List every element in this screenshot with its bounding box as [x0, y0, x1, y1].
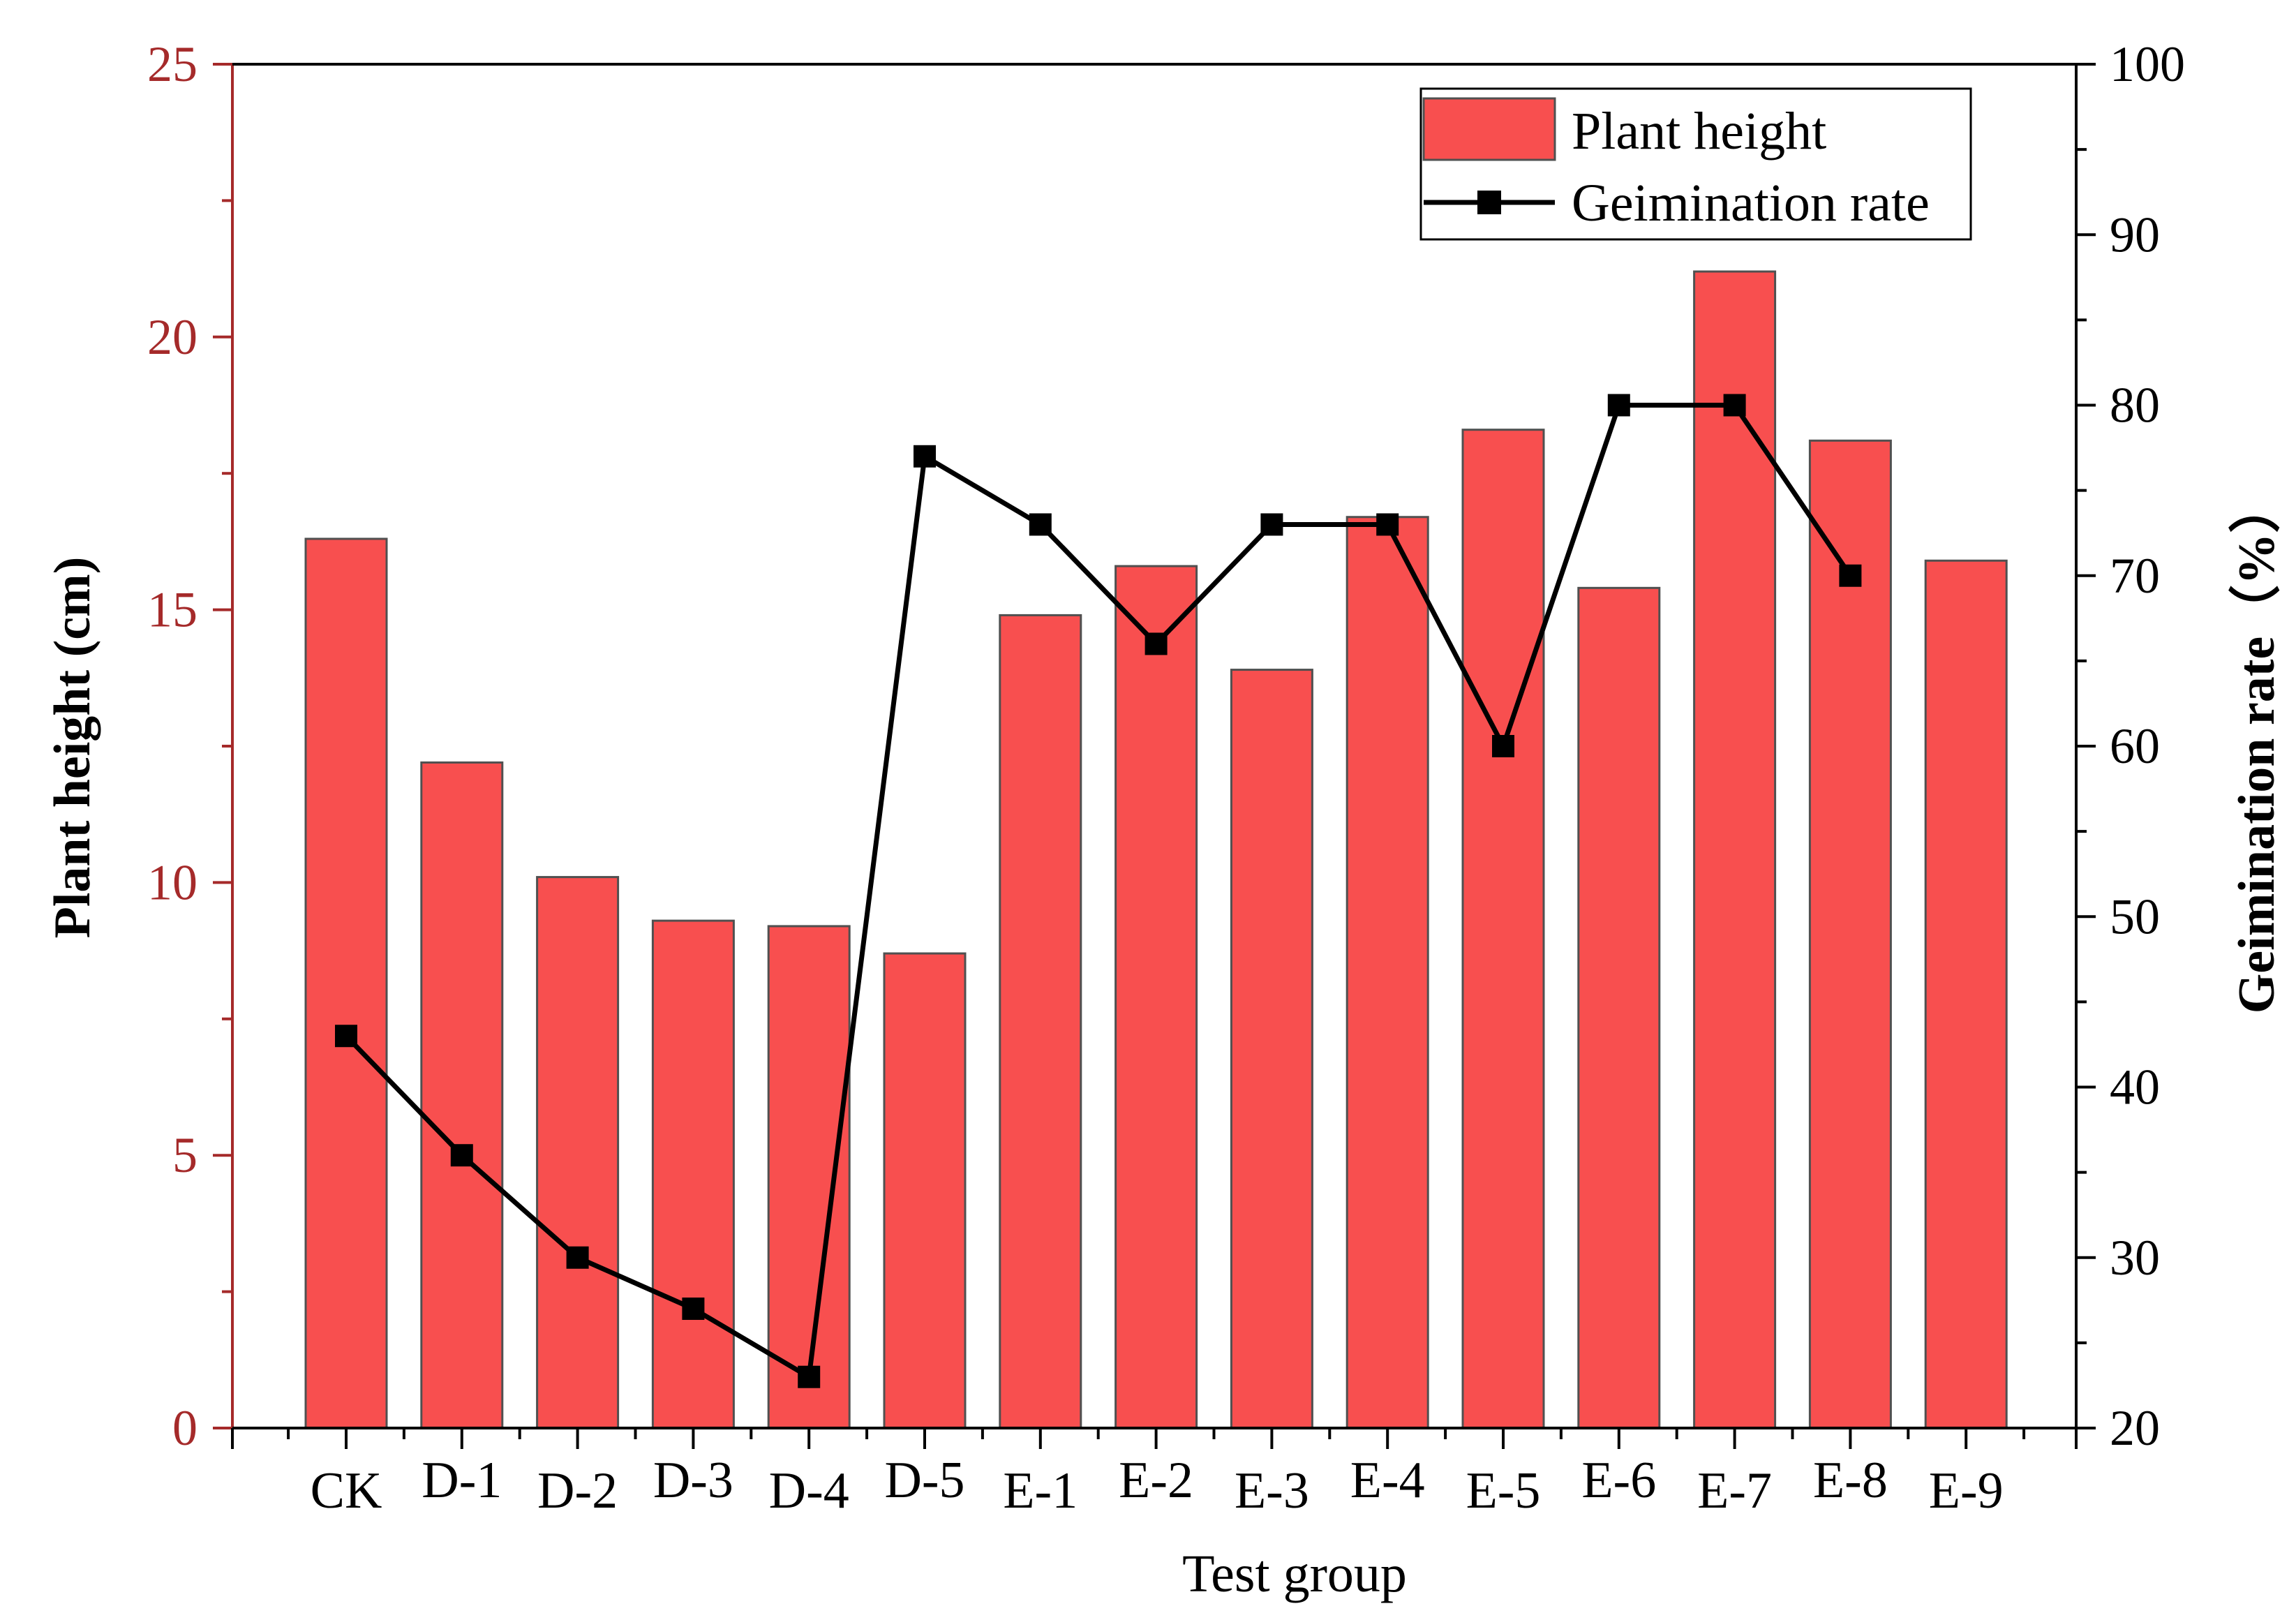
legend: Plant height Geimination rate — [1419, 87, 1972, 241]
bar-e-7 — [1693, 270, 1777, 1429]
y-right-tick-label: 70 — [2110, 548, 2160, 604]
x-tick-label-ck: CK — [311, 1462, 382, 1519]
bars-layer — [304, 270, 2008, 1429]
bar-e-4 — [1345, 516, 1429, 1429]
bar-e-9 — [1924, 559, 2008, 1429]
legend-label-plant-height: Plant height — [1572, 102, 1826, 161]
bar-e-5 — [1461, 429, 1545, 1429]
bar-e-2 — [1115, 565, 1198, 1429]
y-right-tick-label: 60 — [2110, 718, 2160, 774]
y-left-tick-label: 25 — [147, 36, 197, 92]
y-axis-left-title: Plant height (cm) — [44, 557, 101, 939]
y-right-tick-label: 40 — [2110, 1060, 2160, 1115]
marker-e-3 — [1260, 513, 1283, 536]
legend-label-germination-rate: Geimination rate — [1572, 174, 1930, 232]
bar-d-1 — [420, 761, 504, 1429]
x-tick-label-e-3: E-3 — [1235, 1462, 1309, 1519]
marker-e-6 — [1607, 394, 1630, 417]
bar-ck — [304, 537, 388, 1429]
y-left-tick-label: 5 — [172, 1127, 197, 1183]
y-left-tick-label: 10 — [147, 854, 197, 910]
x-tick-label-e-6: E-6 — [1581, 1452, 1656, 1509]
x-axis-title: Test group — [1182, 1545, 1407, 1603]
y-left-tick-label: 15 — [147, 582, 197, 638]
y-left-tick-label: 20 — [147, 309, 197, 365]
marker-e-7 — [1723, 394, 1746, 417]
y-right-tick-label: 50 — [2110, 889, 2160, 944]
line-layer — [335, 394, 1862, 1388]
marker-e-1 — [1029, 513, 1052, 536]
marker-e-5 — [1492, 735, 1514, 757]
germination-rate-line — [344, 403, 1853, 1381]
x-tick-label-e-2: E-2 — [1119, 1452, 1193, 1509]
bar-d-5 — [883, 952, 967, 1429]
x-tick-label-d-1: D-1 — [422, 1452, 502, 1509]
y-right-tick-label: 100 — [2110, 36, 2185, 92]
x-tick-label-d-2: D-2 — [537, 1462, 618, 1519]
x-tick-label-e-9: E-9 — [1929, 1462, 2004, 1519]
y-right-tick-label: 90 — [2110, 207, 2160, 262]
bar-e-3 — [1230, 669, 1313, 1429]
marker-e-8 — [1839, 564, 1862, 587]
marker-d-4 — [798, 1365, 821, 1388]
y-left-tick-label: 0 — [172, 1400, 197, 1456]
marker-d-5 — [914, 445, 936, 468]
y-right-tick-label: 80 — [2110, 378, 2160, 433]
x-tick-label-d-4: D-4 — [769, 1462, 849, 1519]
x-tick-label-e-4: E-4 — [1350, 1452, 1425, 1509]
x-tick-label-e-7: E-7 — [1697, 1462, 1772, 1519]
marker-ck — [335, 1025, 357, 1048]
axes-layer: 0 5 10 15 20 25 20 30 40 50 60 70 80 90 100 CK D-1 D-2 D-3… — [147, 36, 2185, 1519]
x-tick-label-d-3: D-3 — [653, 1452, 733, 1509]
y-right-tick-label: 30 — [2110, 1230, 2160, 1286]
bar-d-4 — [767, 925, 851, 1429]
legend-marker — [1477, 191, 1501, 214]
marker-d-2 — [566, 1246, 589, 1269]
y-right-tick-label: 20 — [2110, 1400, 2160, 1456]
x-tick-label-d-5: D-5 — [884, 1452, 964, 1509]
marker-d-1 — [450, 1144, 473, 1167]
bar-d-2 — [536, 876, 620, 1429]
y-axis-right-title: Geimination rate（%） — [2228, 482, 2286, 1014]
x-tick-label-e-1: E-1 — [1003, 1462, 1078, 1519]
bar-e-8 — [1808, 439, 1892, 1429]
x-tick-label-e-8: E-8 — [1813, 1452, 1888, 1509]
legend-bar-swatch — [1422, 97, 1556, 161]
marker-d-3 — [682, 1298, 705, 1321]
marker-e-2 — [1145, 632, 1168, 655]
x-tick-label-e-5: E-5 — [1466, 1462, 1541, 1519]
bar-e-1 — [999, 614, 1082, 1429]
bar-d-3 — [651, 919, 735, 1429]
marker-e-4 — [1376, 513, 1399, 536]
bar-e-6 — [1577, 586, 1661, 1429]
